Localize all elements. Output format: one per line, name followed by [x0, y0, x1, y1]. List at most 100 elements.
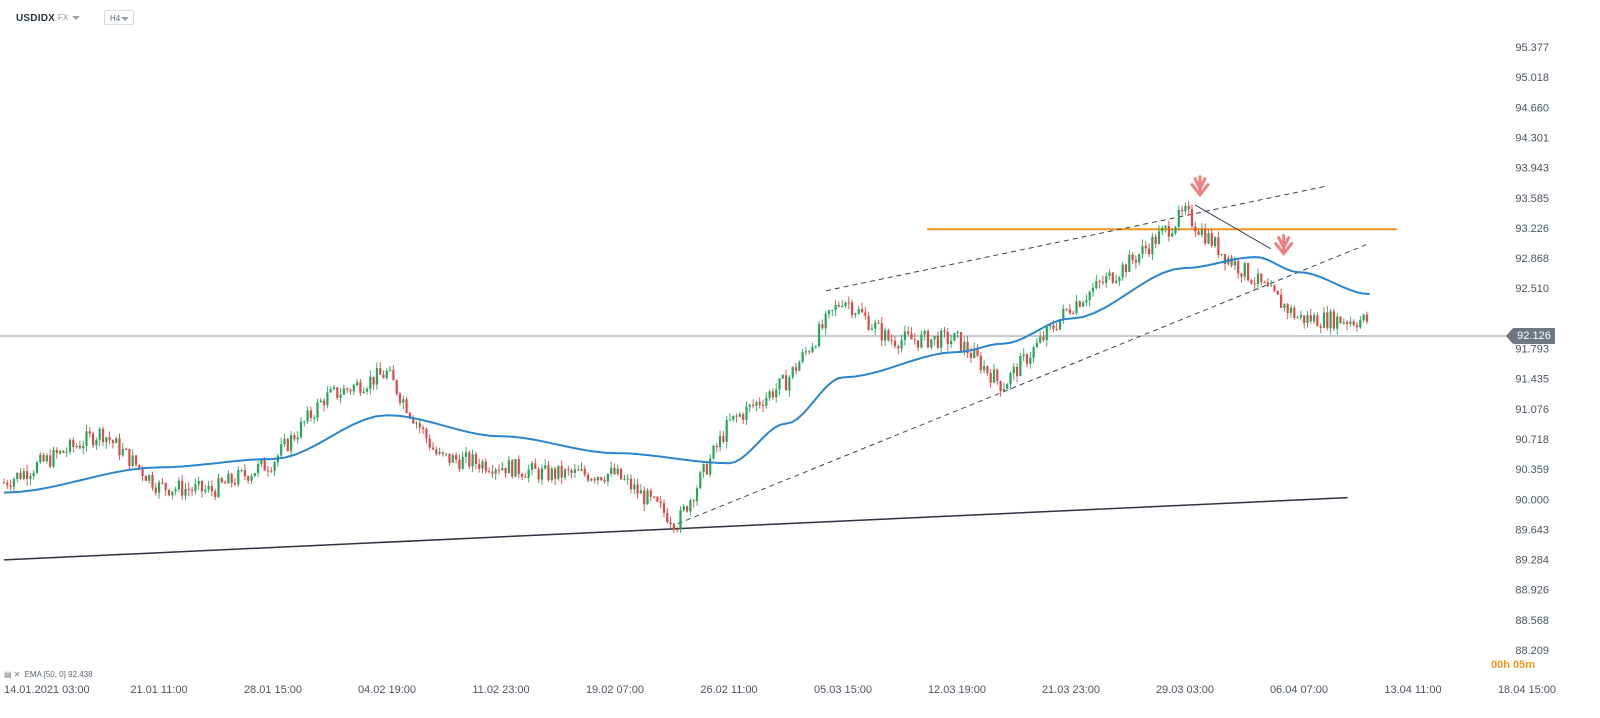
bear-candle	[405, 399, 408, 413]
bull-candle	[606, 473, 609, 482]
close-icon[interactable]: ✕	[13, 670, 21, 679]
bear-candle	[943, 330, 946, 332]
y-tick-label: 88.568	[1515, 615, 1549, 627]
price-axis[interactable]: 95.377 95.018 94.660 94.301 93.943 93.585 93.2…	[1515, 42, 1549, 657]
bear-candle	[867, 315, 870, 330]
bear-candle	[504, 467, 507, 474]
bear-candle	[1194, 226, 1197, 232]
bear-candle	[1260, 273, 1263, 282]
bear-candle	[986, 366, 989, 373]
bull-candle	[580, 468, 583, 471]
bull-candle	[464, 452, 468, 457]
bull-candle	[1082, 302, 1085, 307]
bull-candle	[950, 340, 953, 345]
bull-candle	[1085, 300, 1088, 303]
bull-candle	[1115, 280, 1118, 283]
bear-candle	[1266, 282, 1269, 287]
bear-candle	[266, 470, 270, 472]
bear-candle	[742, 414, 745, 420]
bull-candle	[530, 463, 534, 470]
bull-candle	[811, 346, 814, 353]
bull-candle	[775, 389, 778, 398]
long-support-trendline[interactable]	[3, 496, 1348, 561]
channel-lower-line[interactable]	[677, 243, 1370, 525]
bear-candle	[649, 490, 652, 497]
bear-candle	[1068, 309, 1071, 314]
bear-candle	[151, 475, 154, 488]
bull-candle	[1174, 226, 1177, 234]
bear-candle	[42, 454, 45, 462]
short-downtrend-line[interactable]	[1194, 204, 1271, 250]
bull-candle	[801, 352, 804, 363]
bear-candle	[771, 391, 774, 398]
bear-candle	[966, 341, 969, 354]
bear-candle	[164, 482, 167, 490]
bear-candle	[398, 393, 402, 403]
bull-candle	[732, 415, 735, 420]
bull-candle	[1039, 336, 1042, 343]
bear-candle	[752, 404, 755, 406]
bull-candle	[35, 462, 39, 473]
bull-candle	[1045, 326, 1048, 341]
bull-candle	[788, 377, 791, 391]
bear-candle	[926, 330, 930, 348]
time-axis[interactable]: 14.01.2021 03:00 21.01 11:00 28.01 15:00 04…	[4, 684, 1556, 696]
bear-candle	[92, 433, 95, 446]
bear-candle	[19, 472, 22, 479]
candle-countdown: 00h 05m	[1491, 659, 1535, 671]
bull-candle	[1006, 384, 1009, 389]
bull-candle	[1108, 272, 1111, 277]
bull-candle	[1029, 357, 1032, 364]
bull-candle	[197, 480, 200, 485]
bull-candle	[623, 478, 626, 480]
bull-candle	[1283, 304, 1286, 308]
bear-candle	[372, 376, 375, 385]
bull-candle	[306, 410, 309, 422]
bull-candle	[375, 368, 378, 385]
countdown-hours-unit: h	[1503, 659, 1510, 671]
market-dropdown[interactable]: FX	[58, 13, 81, 22]
bear-candle	[785, 375, 788, 391]
bull-candle	[1035, 342, 1038, 348]
bear-candle	[200, 480, 204, 492]
bull-candle	[1164, 225, 1167, 228]
bull-candle	[1299, 315, 1302, 318]
bull-candle	[527, 469, 530, 478]
x-tick-label: 21.03 23:00	[1042, 684, 1100, 696]
bull-candle	[12, 479, 15, 487]
bull-candle	[1138, 254, 1141, 263]
bull-candle	[1151, 236, 1154, 255]
bull-candle	[1184, 205, 1187, 212]
bull-candle	[781, 375, 784, 379]
bull-candle	[1157, 231, 1161, 244]
bull-candle	[481, 461, 484, 469]
bull-candle	[1336, 316, 1339, 329]
bull-candle	[438, 452, 441, 455]
bull-candle	[283, 439, 286, 445]
chart-eye-icon[interactable]: ▤	[4, 670, 12, 679]
bear-candle	[161, 482, 164, 484]
bear-candle	[1042, 336, 1045, 341]
bull-candle	[814, 346, 817, 348]
bear-candle	[72, 440, 75, 447]
bear-candle	[969, 353, 972, 359]
bull-candle	[451, 455, 454, 463]
bear-candle	[1055, 328, 1058, 330]
bear-candle	[88, 431, 91, 434]
bull-candle	[290, 435, 293, 451]
bull-candle	[1362, 314, 1365, 321]
timeframe-dropdown[interactable]: H4	[104, 10, 134, 25]
bull-candle	[257, 464, 260, 474]
bear-candle	[808, 351, 811, 353]
channel-upper-line[interactable]	[825, 185, 1326, 292]
bull-candle	[342, 388, 345, 395]
bear-candle	[583, 468, 586, 475]
bear-candle	[1204, 229, 1207, 244]
bull-candle	[280, 444, 283, 456]
bear-candle	[26, 471, 29, 479]
countdown-minutes-unit: m	[1525, 659, 1536, 671]
bull-candle	[1200, 229, 1203, 235]
indicator-legend[interactable]: ▤ ✕ EMA [50, 0] 92.438	[4, 670, 93, 679]
bull-candle	[158, 482, 161, 493]
